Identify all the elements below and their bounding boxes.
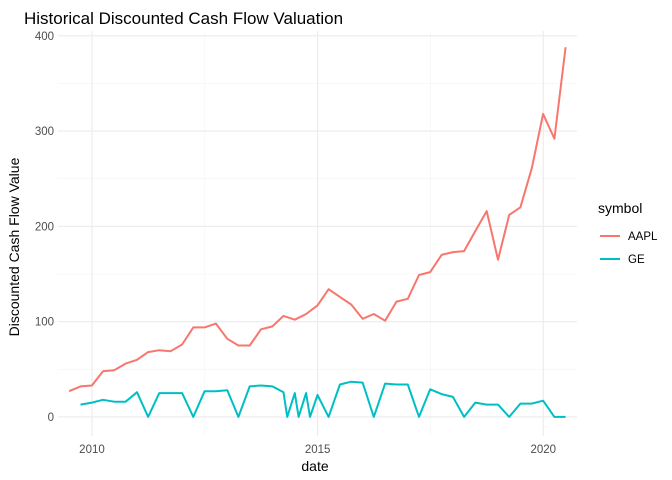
x-tick-label: 2015 bbox=[305, 444, 331, 456]
grid bbox=[58, 31, 577, 436]
y-axis: 0 100 200 300 400 bbox=[35, 31, 54, 424]
legend-label-ge: GE bbox=[628, 254, 645, 266]
y-tick-label: 100 bbox=[35, 317, 54, 329]
series-layer bbox=[68, 47, 567, 418]
legend: symbol AAPL GE bbox=[598, 200, 658, 266]
series-line-aapl bbox=[68, 47, 567, 393]
chart-title: Historical Discounted Cash Flow Valuatio… bbox=[24, 9, 343, 28]
y-tick-label: 200 bbox=[35, 221, 54, 233]
y-axis-label: Discounted Cash Flow Value bbox=[6, 157, 22, 336]
series-line-ge bbox=[80, 380, 566, 418]
x-tick-label: 2010 bbox=[79, 444, 105, 456]
y-tick-label: 0 bbox=[48, 412, 54, 424]
y-tick-label: 300 bbox=[35, 126, 54, 138]
legend-title: symbol bbox=[598, 200, 642, 216]
x-axis: 2010 2015 2020 bbox=[79, 444, 556, 456]
legend-label-aapl: AAPL bbox=[628, 231, 658, 243]
x-tick-label: 2020 bbox=[530, 444, 556, 456]
x-axis-label: date bbox=[301, 458, 328, 474]
y-tick-label: 400 bbox=[35, 31, 54, 43]
